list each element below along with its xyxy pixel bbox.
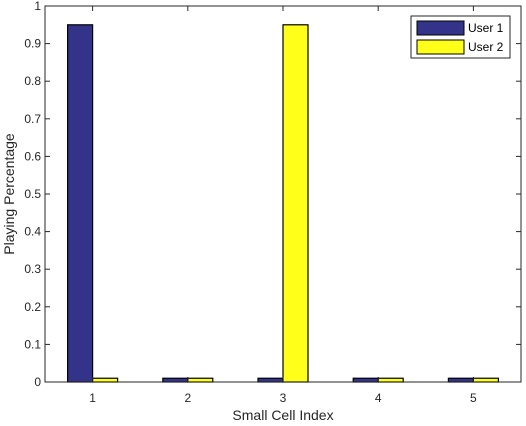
legend-label-user-2: User 2: [468, 40, 504, 54]
y-tick-label: 0.2: [24, 300, 41, 314]
bar-user-1-3: [257, 377, 284, 383]
x-tick-label: 1: [89, 391, 96, 405]
bar-user-1-5: [447, 377, 474, 383]
plot-frame: [44, 5, 522, 383]
bars-group: [66, 24, 499, 383]
bar-user-1-1: [66, 24, 94, 383]
bar-user-2-1: [91, 377, 119, 383]
y-tick-label: 0.5: [24, 187, 41, 201]
y-tick-label: 0.7: [24, 112, 41, 126]
x-tick-label: 4: [375, 391, 382, 405]
y-tick-label: 0.8: [24, 74, 41, 88]
legend-swatch-user-2: [416, 39, 465, 55]
bar-user-1-4: [352, 377, 379, 383]
bar-user-1-2: [162, 377, 189, 383]
y-axis-label: Playing Percentage: [1, 133, 17, 255]
y-tick-label: 0.4: [24, 225, 41, 239]
y-tick-label: 0.6: [24, 149, 41, 163]
y-tick-label: 0.3: [24, 262, 41, 276]
x-tick-label: 3: [280, 391, 287, 405]
legend-swatch-user-1: [416, 20, 465, 36]
x-tick-label: 5: [470, 391, 477, 405]
bar-user-2-2: [187, 377, 214, 383]
y-tick-label: 1: [34, 0, 41, 13]
legend-label-user-1: User 1: [468, 21, 504, 35]
y-tick-label: 0.9: [24, 37, 41, 51]
bar-user-2-3: [282, 24, 309, 383]
bar-user-2-4: [377, 377, 404, 383]
y-tick-label: 0: [34, 375, 41, 389]
ticks-group: 0 0.1 0.2 0.3 0.4 0.5 0.6 0.7 0.8 0.9 1 1 2 3 4 5: [24, 0, 521, 405]
y-tick-label: 0.1: [24, 337, 41, 351]
x-axis-label: Small Cell Index: [232, 407, 333, 423]
x-tick-label: 2: [184, 391, 191, 405]
legend: User 1 User 2: [410, 15, 511, 59]
bar-user-2-5: [472, 377, 499, 383]
